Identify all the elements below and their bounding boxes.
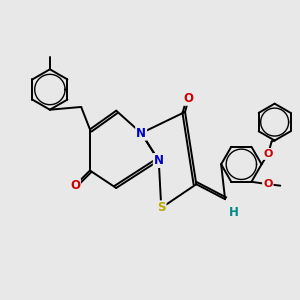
Text: N: N: [154, 154, 164, 167]
Text: N: N: [136, 127, 146, 140]
Text: O: O: [263, 179, 272, 189]
Text: O: O: [184, 92, 194, 105]
Text: H: H: [229, 206, 239, 219]
Text: O: O: [263, 179, 272, 189]
Text: O: O: [70, 179, 80, 192]
Text: H: H: [229, 206, 239, 219]
Text: O: O: [263, 149, 273, 159]
Text: N: N: [154, 154, 164, 167]
Text: S: S: [157, 201, 166, 214]
Text: O: O: [184, 92, 194, 105]
Text: O: O: [70, 179, 80, 192]
Text: N: N: [136, 127, 146, 140]
Text: O: O: [263, 149, 273, 159]
Text: S: S: [157, 201, 166, 214]
